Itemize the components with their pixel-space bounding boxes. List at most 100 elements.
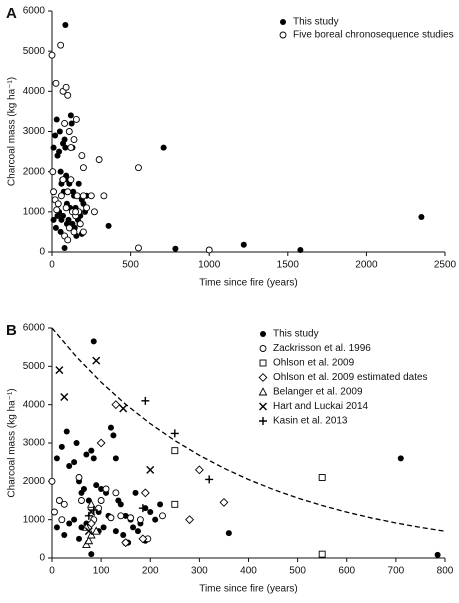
data-point	[53, 206, 61, 214]
data-point	[219, 497, 229, 507]
data-point	[72, 115, 80, 123]
data-point	[53, 116, 60, 123]
data-point	[66, 463, 73, 469]
y-tick-label: 6000	[23, 323, 46, 334]
x-tick-label: 500	[289, 566, 306, 577]
data-point	[205, 475, 214, 484]
data-point	[75, 474, 83, 481]
y-tick-label: 1000	[23, 206, 46, 217]
data-point	[62, 144, 69, 151]
data-point	[60, 212, 67, 219]
data-point	[88, 447, 95, 454]
data-point	[78, 524, 85, 531]
data-point	[50, 144, 57, 151]
data-point	[117, 512, 125, 520]
data-point	[107, 514, 115, 522]
legend-marker	[279, 31, 287, 39]
data-point	[185, 515, 194, 525]
legend: This study Five boreal chronosequence stu…	[279, 17, 454, 41]
legend-marker	[259, 402, 267, 411]
fit-curve	[51, 327, 446, 532]
legend-marker	[258, 373, 268, 382]
data-point	[75, 180, 82, 187]
x-tick-label: 500	[122, 260, 139, 271]
panel-label: B	[6, 322, 17, 339]
x-tick-label: 2500	[434, 260, 457, 271]
data-point	[82, 522, 91, 531]
data-point	[71, 516, 78, 523]
data-point	[130, 524, 137, 531]
data-point	[54, 200, 62, 208]
panel-label: A	[6, 5, 17, 22]
data-point	[170, 429, 179, 438]
data-point	[78, 497, 85, 504]
data-point	[86, 499, 96, 508]
data-point	[84, 511, 93, 520]
data-point	[76, 220, 84, 228]
data-point	[135, 244, 142, 252]
legend-marker	[259, 345, 267, 352]
x-tick-label: 600	[338, 566, 355, 577]
data-point	[90, 455, 97, 462]
data-point	[73, 192, 81, 200]
data-point	[49, 168, 57, 176]
data-point	[88, 551, 95, 558]
data-point	[112, 489, 120, 497]
chart-panel: B Charcoal mass (kg ha⁻¹) Time since fire …	[6, 322, 454, 595]
x-tick-label: 0	[49, 566, 55, 577]
data-point	[52, 224, 59, 231]
data-point	[112, 455, 119, 462]
data-point	[86, 519, 96, 528]
data-point	[146, 465, 155, 474]
x-tick-label: 200	[142, 566, 159, 577]
legend-label: Kasin et al. 2013	[273, 416, 348, 427]
data-point	[65, 128, 73, 135]
data-point	[111, 400, 121, 410]
data-point	[57, 192, 65, 200]
data-point	[132, 489, 139, 496]
data-point	[55, 497, 63, 504]
data-point	[397, 455, 404, 462]
data-point	[61, 244, 68, 251]
legend-label: Ohlson et al. 2009 estimated dates	[273, 372, 428, 383]
data-point	[56, 148, 63, 155]
data-point	[71, 459, 78, 466]
data-point	[48, 51, 56, 59]
data-point	[52, 79, 60, 87]
data-point	[83, 451, 90, 458]
x-tick-label: 0	[49, 260, 55, 271]
data-point	[160, 144, 167, 151]
data-point	[119, 404, 128, 413]
data-point	[79, 228, 87, 236]
data-point	[107, 424, 114, 431]
y-tick-label: 0	[39, 553, 45, 564]
data-point	[205, 246, 213, 254]
data-point	[60, 393, 69, 401]
data-point	[159, 512, 166, 520]
data-point	[72, 208, 80, 216]
data-point	[100, 192, 108, 200]
data-point	[73, 440, 80, 446]
data-point	[70, 228, 78, 236]
data-point	[53, 455, 60, 462]
data-point	[64, 188, 72, 196]
data-point	[57, 228, 64, 235]
data-point	[157, 501, 164, 508]
data-point	[62, 83, 70, 91]
data-point	[79, 164, 87, 172]
x-tick-label: 700	[388, 566, 405, 577]
legend-label: This study	[273, 329, 319, 340]
data-point	[63, 428, 70, 435]
y-axis-label: Charcoal mass (kg ha⁻¹)	[7, 388, 18, 497]
data-point	[134, 528, 141, 535]
data-point	[61, 532, 68, 538]
data-point	[62, 22, 69, 29]
x-axis-label: Time since fire (years)	[199, 278, 298, 289]
y-tick-label: 2000	[23, 476, 46, 487]
data-point	[52, 132, 59, 139]
data-point	[138, 534, 148, 544]
data-point	[240, 241, 247, 248]
legend-label: Ohlson et al. 2009	[273, 358, 355, 369]
data-point	[67, 176, 75, 184]
